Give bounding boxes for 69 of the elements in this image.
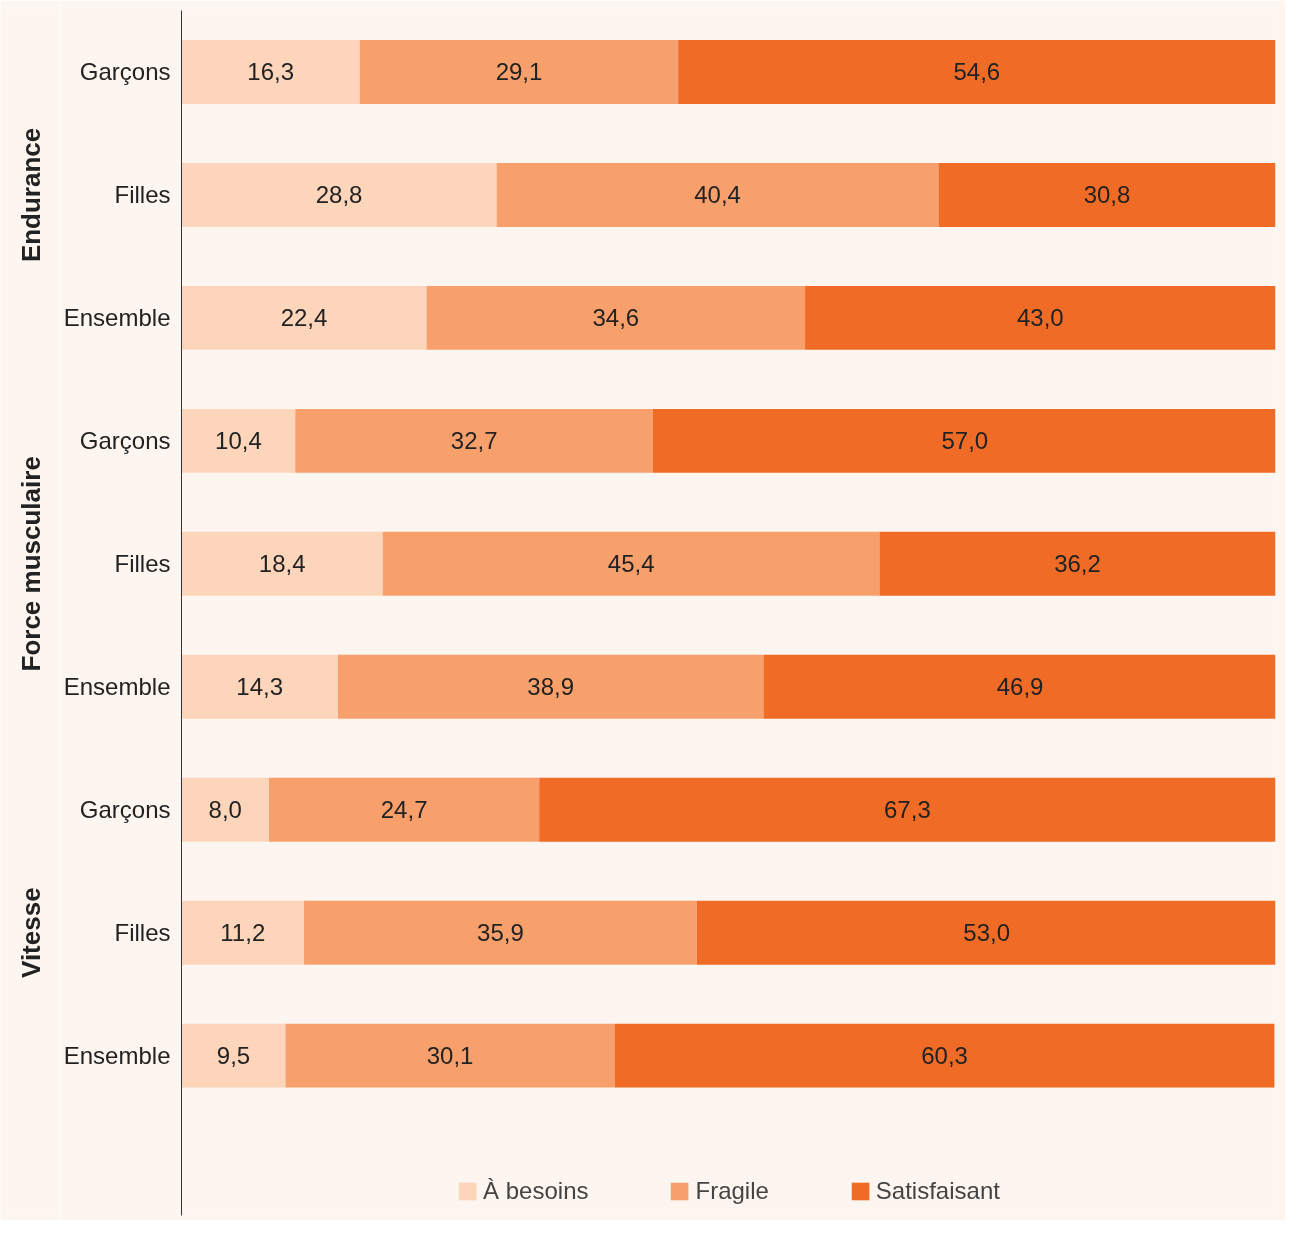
y-tick-label: Garçons: [79, 58, 171, 86]
bar: [181, 162, 497, 227]
y-tick-label: Ensemble: [63, 304, 171, 332]
bar: [938, 162, 1276, 227]
bar: [879, 531, 1276, 596]
bar: [181, 531, 383, 596]
bar: [382, 531, 880, 596]
bar: [181, 408, 296, 473]
data-label: 29,1: [495, 58, 543, 86]
bar: [337, 654, 764, 719]
y-tick-label: Filles: [114, 181, 171, 209]
data-label: 35,9: [477, 919, 524, 947]
legend-label: À besoins: [483, 1177, 589, 1205]
bar: [181, 777, 270, 842]
text: Force musculaire: [15, 456, 46, 672]
data-label: 11,2: [220, 919, 266, 947]
data-label: 46,9: [996, 673, 1044, 701]
data-label: 30,1: [426, 1042, 474, 1070]
text: Vitesse: [15, 887, 46, 978]
text: Endurance: [15, 127, 46, 263]
bar: [678, 40, 1276, 104]
bar: [426, 285, 806, 350]
bar: [496, 162, 939, 227]
bar: [181, 40, 360, 104]
data-label: 43,0: [1016, 304, 1064, 332]
y-tick-label: Garçons: [79, 796, 171, 824]
data-label: 32,7: [450, 427, 498, 455]
data-label: 67,3: [884, 796, 931, 824]
bar: [614, 1023, 1275, 1088]
data-label: 28,8: [315, 181, 363, 209]
data-label: 24,7: [380, 796, 428, 824]
data-label: 57,0: [941, 427, 989, 455]
y-tick-label: Filles: [114, 550, 171, 578]
y-tick-label: Garçons: [79, 427, 171, 455]
legend-label: Fragile: [695, 1177, 769, 1205]
bar: [805, 285, 1276, 350]
data-label: 38,9: [527, 673, 575, 701]
data-label: 8,0: [208, 796, 242, 824]
bar: [181, 1023, 286, 1088]
y-tick-label: Ensemble: [63, 673, 171, 701]
bar: [539, 777, 1276, 842]
data-label: 60,3: [921, 1042, 968, 1070]
bar: [304, 900, 697, 965]
data-label: 54,6: [953, 58, 1001, 86]
data-label: 34,6: [592, 304, 640, 332]
bar: [285, 1023, 615, 1088]
legend-label: Satisfaisant: [875, 1177, 1000, 1205]
data-label: 53,0: [963, 919, 1011, 947]
data-label: 14,3: [236, 673, 284, 701]
bar: [181, 285, 427, 350]
data-label: 22,4: [280, 304, 328, 332]
data-label: 16,3: [247, 58, 295, 86]
data-label: 30,8: [1083, 181, 1131, 209]
bar: [181, 654, 338, 719]
data-label: 40,4: [694, 181, 741, 209]
data-label: 36,2: [1054, 550, 1101, 578]
data-label: 45,4: [607, 550, 655, 578]
bar: [696, 900, 1276, 965]
bar: [763, 654, 1276, 719]
bar: [269, 777, 540, 842]
y-tick-label: Filles: [114, 919, 171, 947]
bar: [653, 408, 1276, 473]
data-label: 10,4: [215, 427, 262, 455]
data-label: 18,4: [258, 550, 306, 578]
y-tick-label: Ensemble: [63, 1042, 171, 1070]
data-label: 9,5: [216, 1042, 251, 1070]
bar: [359, 40, 679, 104]
bar: [181, 900, 305, 965]
bar: [295, 408, 654, 473]
